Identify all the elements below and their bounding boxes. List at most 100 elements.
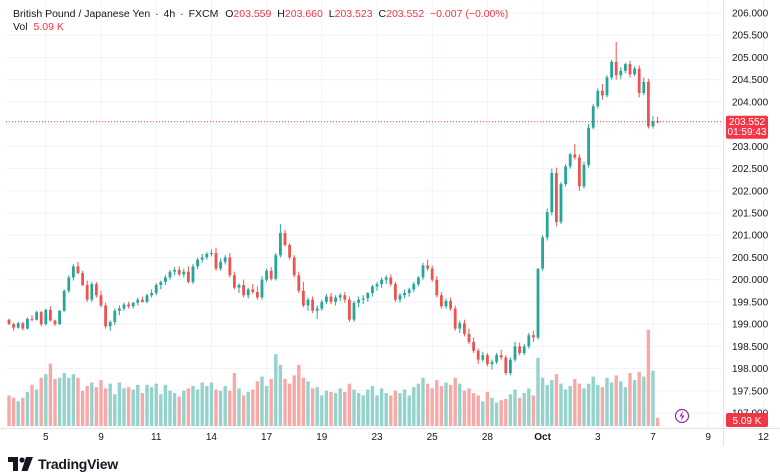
candle	[127, 301, 130, 309]
time-axis[interactable]: 5 9 11 14 17 19 23 25 28 Oct 3 7 9 12	[0, 428, 780, 444]
candle-body	[49, 309, 52, 321]
volume-bar	[53, 378, 57, 426]
candle	[21, 321, 25, 331]
candle-body	[651, 121, 655, 127]
volume-bar	[458, 383, 462, 426]
candle	[154, 283, 158, 296]
volume-bar	[550, 380, 554, 426]
high-value: 203.660	[284, 8, 323, 20]
candle	[104, 302, 107, 329]
candle-body	[113, 310, 117, 322]
candle	[329, 293, 333, 305]
candle-body	[39, 312, 43, 325]
candle	[72, 264, 75, 281]
candle	[320, 299, 324, 311]
volume-bar	[67, 377, 71, 426]
volume-bar	[596, 384, 600, 426]
candle	[504, 355, 508, 376]
candle-body	[633, 68, 636, 75]
volume-bar	[237, 388, 241, 426]
volume-bar	[347, 383, 352, 426]
volume-label[interactable]: Vol	[13, 21, 28, 33]
price-axis[interactable]: 206.000 205.500 205.000 204.500 204.000 203.5…	[723, 0, 769, 446]
candle-body	[242, 285, 245, 296]
volume-bar	[191, 386, 195, 426]
candle-body	[486, 355, 489, 365]
volume-bar	[103, 388, 108, 426]
candle	[605, 75, 609, 98]
candle	[426, 259, 429, 271]
candle-body	[210, 253, 213, 254]
candle-body	[578, 157, 581, 187]
volume-bar	[655, 417, 660, 426]
symbol-title[interactable]: British Pound / Japanese Yen	[13, 8, 151, 20]
candle-body	[458, 323, 462, 329]
flash-button[interactable]	[674, 408, 690, 424]
candle	[596, 88, 600, 109]
volume-badge-value: 5.09 K	[733, 416, 762, 427]
candle-body	[223, 257, 227, 262]
candle	[187, 266, 190, 284]
candle	[256, 286, 259, 300]
legend-volume-row: Vol 5.09 K	[13, 21, 508, 34]
volume-bar	[122, 388, 126, 426]
volume-bar	[499, 400, 503, 426]
candle-body	[522, 346, 526, 353]
change-value: −0.007 (−0.00%)	[430, 8, 509, 20]
volume-bar	[241, 395, 246, 426]
time-tick-label: 11	[151, 432, 162, 443]
candle	[619, 67, 623, 79]
volume-bar	[209, 382, 214, 426]
candle	[214, 247, 218, 271]
candle-body	[302, 290, 305, 306]
volume-bar	[145, 384, 149, 426]
volume-bar	[11, 397, 16, 426]
volume-bar	[315, 387, 319, 426]
tradingview-logo[interactable]: TradingView	[8, 456, 118, 472]
candle	[274, 253, 278, 281]
candle	[76, 261, 80, 275]
price-tick-label: 203.000	[732, 142, 769, 153]
volume-bar	[205, 386, 209, 426]
interval[interactable]: 4h	[163, 8, 176, 20]
volume-bar	[108, 383, 112, 426]
volume-bar	[274, 354, 278, 426]
price-tick-label: 198.500	[732, 342, 769, 353]
volume-bar	[30, 384, 34, 426]
candle	[251, 284, 255, 294]
candle-body	[504, 357, 508, 373]
candle-body	[421, 265, 425, 278]
candle-body	[127, 304, 130, 307]
volume-bars	[7, 329, 660, 426]
candle-body	[343, 295, 347, 300]
candle	[430, 265, 434, 282]
candle-body	[67, 277, 71, 291]
last-price-value: 203.552	[729, 117, 766, 128]
candle-body	[509, 359, 512, 373]
candle-body	[214, 253, 218, 269]
candle-body	[435, 279, 439, 296]
candle	[67, 275, 71, 293]
price-tick-label: 205.500	[732, 31, 769, 42]
candle-body	[532, 335, 535, 338]
volume-bar	[80, 390, 85, 426]
candle-body	[279, 233, 282, 256]
candle	[16, 321, 20, 329]
volume-bar	[425, 383, 430, 426]
volume-bar	[278, 364, 283, 426]
candle-body	[85, 285, 89, 300]
volume-bar	[402, 389, 407, 426]
candle	[136, 297, 140, 306]
volume-bar	[605, 377, 609, 426]
volume-bar	[366, 389, 370, 426]
candle-body	[361, 298, 365, 300]
candle-body	[545, 212, 549, 238]
tradingview-logo-icon	[8, 457, 33, 471]
candle-body	[407, 289, 411, 293]
candle	[357, 296, 360, 308]
candle	[113, 308, 117, 325]
candle	[311, 296, 314, 313]
volume-bar	[297, 364, 301, 426]
candle	[513, 341, 517, 362]
